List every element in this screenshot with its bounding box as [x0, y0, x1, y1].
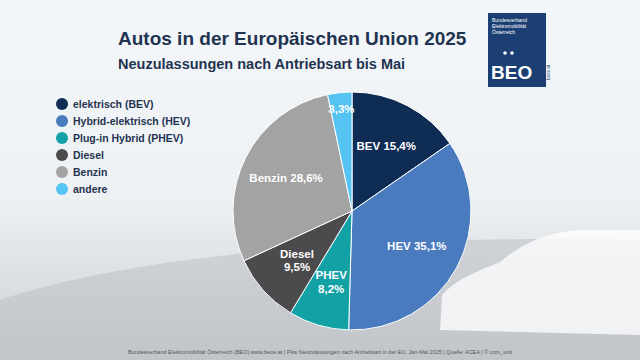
legend-swatch: [56, 166, 68, 178]
car: [440, 230, 640, 335]
legend-label: Diesel: [73, 149, 104, 161]
title: Autos in der Europäischen Union 2025: [118, 28, 467, 49]
legend-label: Plug-in Hybrid (PHEV): [73, 132, 183, 144]
data-label: Benzin 28,6%: [249, 172, 323, 184]
legend-label: Hybrid-elektrisch (HEV): [73, 115, 190, 127]
legend: elektrisch (BEV) Hybrid-elektrisch (HEV) P…: [56, 98, 190, 195]
data-label: Diesel9,5%: [280, 248, 314, 273]
data-label: 3,3%: [328, 103, 354, 115]
logo-organisation: BundesverbandElektromobilitätÖsterreich: [492, 17, 527, 35]
legend-swatch: [56, 115, 68, 127]
background: [0, 0, 640, 360]
logo-name: BEO: [491, 62, 532, 83]
logo-dot: [503, 51, 507, 55]
logo-dot: [510, 51, 514, 55]
legend-label: elektrisch (BEV): [73, 98, 154, 110]
slice: [349, 143, 471, 330]
logo: BundesverbandElektromobilitätÖsterreich B…: [488, 13, 551, 87]
footer: Bundesverband Elektromobilität Österreic…: [128, 349, 513, 355]
legend-swatch: [56, 183, 68, 195]
logo-box: [488, 13, 546, 87]
data-label: HEV 35,1%: [387, 240, 446, 252]
legend-label: Benzin: [73, 166, 107, 178]
subtitle: Neuzulassungen nach Antriebsart bis Mai: [118, 56, 405, 72]
chart: Autos in der Europäischen Union 2025 Neuz…: [0, 0, 640, 360]
data-label: PHEV8,2%: [316, 269, 348, 294]
legend-label: andere: [73, 183, 108, 195]
data-label: BEV 15,4%: [357, 140, 416, 152]
legend-swatch: [56, 149, 68, 161]
legend-swatch: [56, 98, 68, 110]
data-labels: BEV 15,4% HEV 35,1% PHEV8,2%Diesel9,5% Benz…: [249, 103, 446, 294]
logo-url: beoe.at: [546, 64, 551, 80]
pie: [233, 92, 471, 330]
legend-swatch: [56, 132, 68, 144]
